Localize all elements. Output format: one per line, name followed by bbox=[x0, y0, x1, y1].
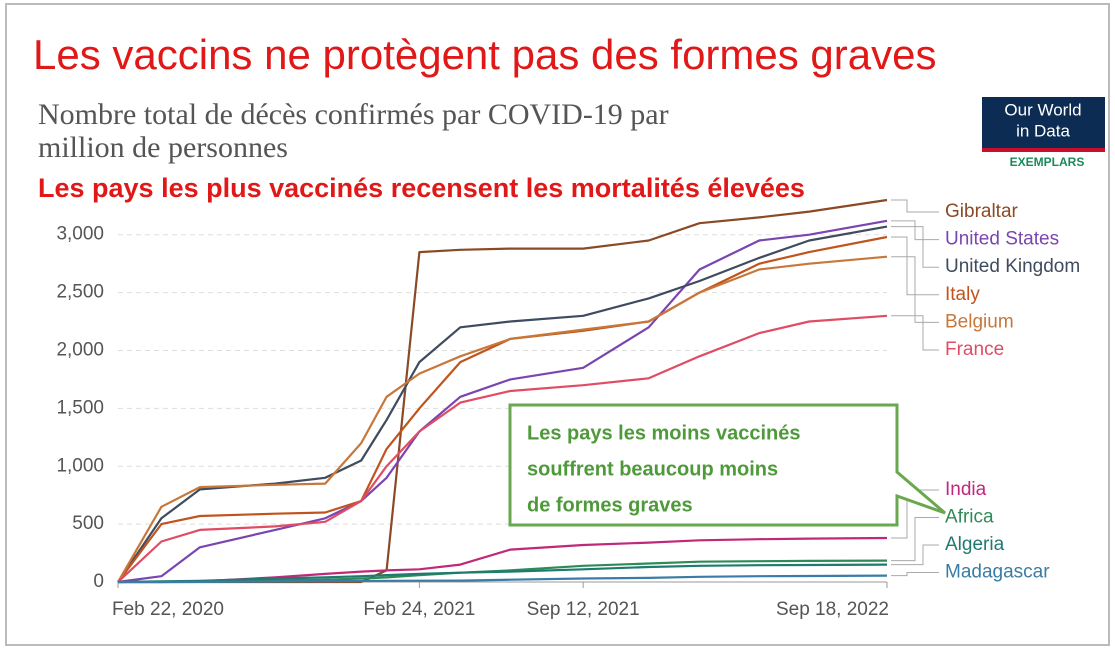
legend-label: India bbox=[945, 479, 987, 500]
legend-label: France bbox=[945, 339, 1004, 360]
legend-label: Gibraltar bbox=[945, 201, 1019, 222]
legend-label: Italy bbox=[945, 284, 980, 305]
series-line bbox=[117, 255, 888, 583]
callout-text: souffrent beaucoup moins bbox=[527, 458, 778, 480]
series-line bbox=[117, 235, 888, 583]
y-tick-label: 3,000 bbox=[56, 224, 104, 245]
series-line bbox=[118, 574, 888, 584]
legend-connector bbox=[891, 220, 939, 241]
slide-title: Les vaccins ne protègent pas des formes … bbox=[33, 31, 937, 78]
y-tick-label: 1,000 bbox=[56, 455, 104, 476]
legend-connector bbox=[891, 236, 939, 296]
legend-connector bbox=[891, 199, 939, 213]
callout-text: de formes graves bbox=[527, 494, 693, 516]
series-line bbox=[117, 563, 888, 584]
legend-connector bbox=[891, 544, 939, 566]
series-line bbox=[117, 219, 888, 584]
plot: 0 500 1,000 1,500 2,000 2,500 3,000 Feb 22, 202… bbox=[56, 198, 1080, 620]
legend-connector bbox=[891, 315, 939, 351]
x-tick-label: Feb 24, 2021 bbox=[363, 599, 475, 620]
legend-label: Madagascar bbox=[945, 562, 1050, 583]
legend-connector bbox=[891, 256, 939, 323]
x-tick-label: Sep 12, 2021 bbox=[527, 599, 640, 620]
legend-label: Africa bbox=[945, 507, 994, 528]
y-tick-label: 2,000 bbox=[56, 340, 104, 361]
legend-connector bbox=[891, 517, 939, 562]
slide-frame bbox=[5, 3, 1110, 646]
callout-text: Les pays les moins vaccinés bbox=[527, 422, 801, 444]
legend-label: Algeria bbox=[945, 534, 1005, 555]
callout: Les pays les moins vaccinés souffrent be… bbox=[508, 403, 946, 527]
logo-text: in Data bbox=[1016, 121, 1070, 140]
legend-label: United States bbox=[945, 229, 1059, 250]
logo: Our World in Data EXEMPLARS bbox=[982, 97, 1105, 169]
y-tick-label: 2,500 bbox=[56, 282, 104, 303]
y-tick-label: 500 bbox=[72, 513, 104, 534]
legend-label: Belgium bbox=[945, 311, 1014, 332]
series-line bbox=[117, 314, 888, 583]
x-tick-label: Feb 22, 2020 bbox=[112, 599, 224, 620]
y-tick-label: 0 bbox=[93, 571, 104, 592]
x-tick-label: Sep 18, 2022 bbox=[776, 599, 889, 620]
legend-connector bbox=[891, 489, 939, 539]
annotation: Les pays les plus vaccinés recensent les… bbox=[38, 173, 805, 203]
y-tick-label: 1,500 bbox=[56, 397, 104, 418]
legend-label: United Kingdom bbox=[945, 256, 1080, 277]
chart-subtitle: Nombre total de décès confirmés par COVI… bbox=[38, 98, 669, 131]
logo-box bbox=[982, 97, 1105, 151]
callout-box bbox=[508, 403, 946, 527]
legend-connector bbox=[891, 226, 939, 268]
logo-bar bbox=[982, 148, 1105, 152]
logo-text: Our World bbox=[1004, 100, 1081, 119]
legend-connector bbox=[891, 572, 939, 577]
chart-subtitle: million de personnes bbox=[38, 131, 288, 164]
logo-text: EXEMPLARS bbox=[1010, 155, 1085, 169]
